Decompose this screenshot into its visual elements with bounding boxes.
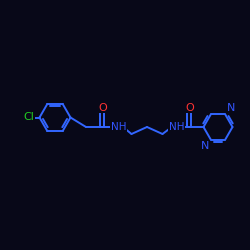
- Text: N: N: [226, 103, 235, 113]
- Text: O: O: [98, 103, 107, 113]
- Text: Cl: Cl: [24, 112, 34, 122]
- Text: NH: NH: [111, 122, 126, 132]
- Text: N: N: [201, 141, 209, 151]
- Text: O: O: [185, 103, 194, 113]
- Text: NH: NH: [168, 122, 184, 132]
